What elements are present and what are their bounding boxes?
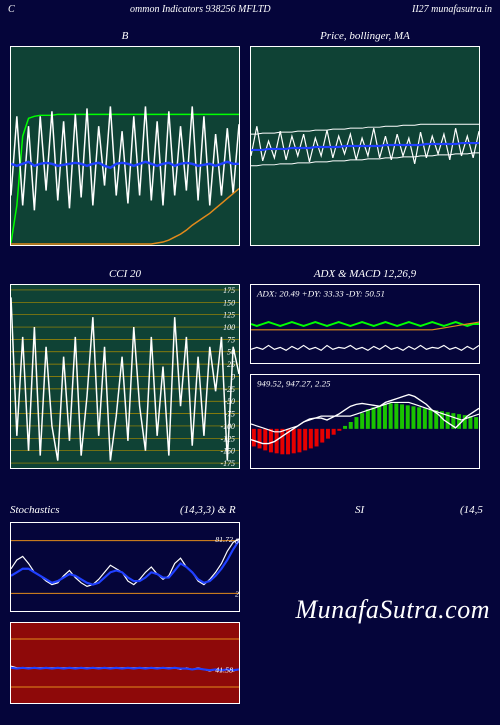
panel-stochastics: 80 20 81.72 <box>10 522 240 612</box>
panel-title-left: Stochastics <box>10 504 60 516</box>
panel-title-r: (14,5 <box>460 504 483 516</box>
panel-price-ma <box>250 46 480 246</box>
svg-text:125: 125 <box>223 311 235 320</box>
panel-macd: 949.52, 947.27, 2.25 <box>250 374 480 469</box>
svg-text:81.72: 81.72 <box>215 535 233 544</box>
panel-title-right: (14,3,3) & R <box>180 504 236 516</box>
svg-text:41.58: 41.58 <box>215 665 233 674</box>
panel-adx: ADX: 20.49 +DY: 33.33 -DY: 50.51 <box>250 284 480 364</box>
svg-text:75: 75 <box>227 335 235 344</box>
svg-text:150: 150 <box>223 298 235 307</box>
svg-text:ADX: 20.49 +DY: 33.33 -DY: 50.: ADX: 20.49 +DY: 33.33 -DY: 50.51 <box>256 289 385 299</box>
header-center: ommon Indicators 938256 MFLTD <box>130 4 271 15</box>
panel-title: Price, bollinger, MA <box>250 30 480 42</box>
svg-text:175: 175 <box>223 286 235 295</box>
svg-text:-100: -100 <box>221 422 236 431</box>
svg-text:25: 25 <box>227 360 235 369</box>
panel-title: ADX & MACD 12,26,9 <box>250 268 480 280</box>
header-labels: C ommon Indicators 938256 MFLTD II27 mun… <box>0 0 500 20</box>
watermark-text: MunafaSutra.com <box>295 595 490 625</box>
panel-title: CCI 20 <box>10 268 240 280</box>
svg-text:949.52, 947.27, 2.25: 949.52, 947.27, 2.25 <box>257 379 331 389</box>
svg-text:80: 80 <box>235 537 239 546</box>
header-left: C <box>8 4 15 15</box>
svg-text:100: 100 <box>223 323 235 332</box>
svg-text:-25: -25 <box>224 385 235 394</box>
header-right: II27 munafasutra.in <box>412 4 492 15</box>
panel-rsi: 41.58 <box>10 622 240 704</box>
panel-title: B <box>10 30 240 42</box>
panel-title-si: SI <box>355 504 364 516</box>
panel-b <box>10 46 240 246</box>
panel-cci: 1751501251007550250-25-50-75-100-125-150… <box>10 284 240 469</box>
svg-text:20: 20 <box>235 589 239 598</box>
